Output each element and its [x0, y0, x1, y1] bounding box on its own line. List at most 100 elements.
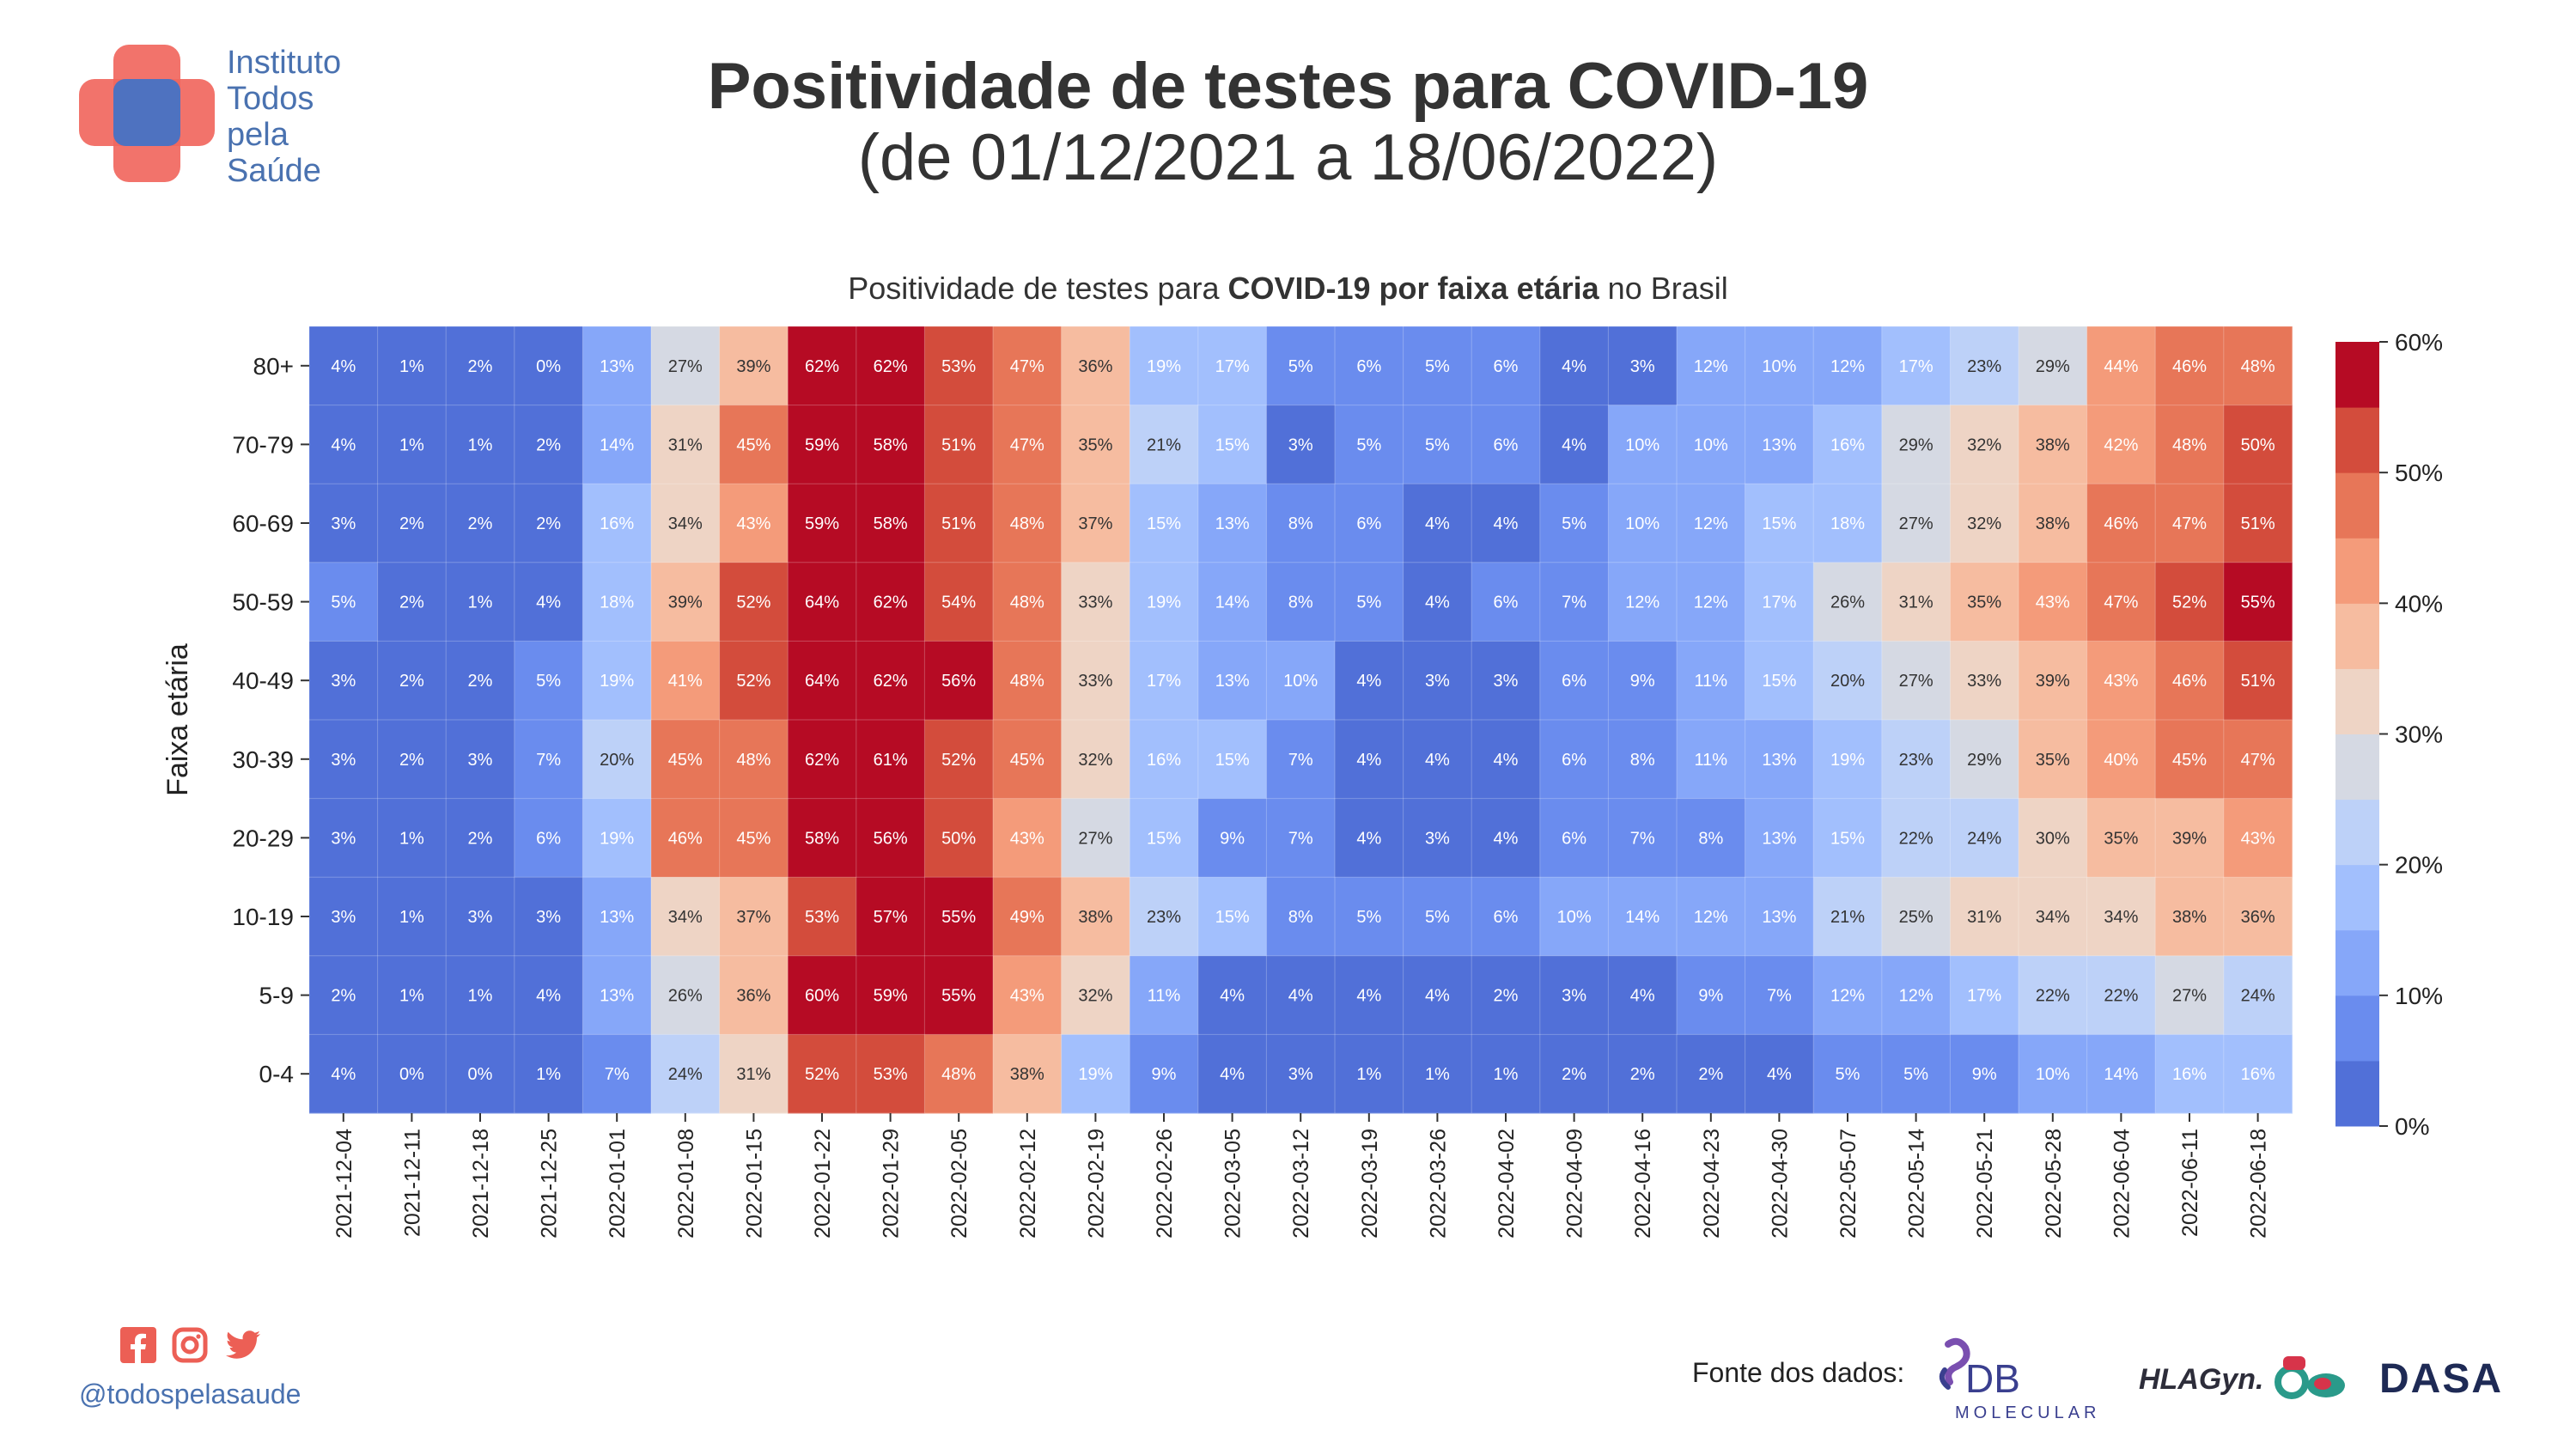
heatmap-cell	[2086, 641, 2156, 721]
colorbar-segment	[2335, 799, 2379, 866]
cell-value-label: 4%	[331, 357, 356, 376]
heatmap-cell	[1539, 798, 1609, 878]
cell-value-label: 15%	[1215, 435, 1250, 454]
heatmap-cell	[1608, 641, 1678, 721]
heatmap-cell	[1950, 720, 2019, 800]
cell-value-label: 16%	[1147, 751, 1181, 770]
heatmap-cell	[2155, 798, 2225, 878]
cell-value-label: 5%	[536, 672, 561, 691]
instagram-icon[interactable]	[172, 1327, 208, 1363]
heatmap-cell	[1335, 720, 1404, 800]
cell-value-label: 31%	[1967, 908, 2001, 927]
heatmap-cell	[2223, 1034, 2293, 1114]
cell-value-label: 58%	[874, 514, 908, 533]
cell-value-label: 45%	[1010, 751, 1044, 770]
heatmap-cell	[993, 877, 1063, 957]
heatmap-cell	[2019, 1034, 2088, 1114]
heatmap-cell	[1061, 405, 1130, 484]
heatmap-cell	[1061, 1034, 1130, 1114]
heatmap-cell	[1608, 484, 1678, 563]
cell-value-label: 59%	[805, 435, 839, 454]
cell-value-label: 4%	[536, 987, 561, 1006]
heatmap-cell	[1745, 326, 1814, 406]
heatmap-cell	[2019, 562, 2088, 642]
heatmap-cell	[1539, 641, 1609, 721]
heatmap-cell	[651, 955, 721, 1035]
heatmap-cell	[1813, 955, 1883, 1035]
heatmap-cell	[582, 405, 652, 484]
heatmap-cell	[582, 641, 652, 721]
twitter-icon[interactable]	[224, 1327, 262, 1363]
cell-value-label: 29%	[2036, 357, 2070, 376]
dasa-logo: DASA	[2379, 1356, 2501, 1402]
heatmap-cell	[924, 484, 994, 563]
heatmap-cell	[377, 798, 447, 878]
heatmap-cell	[1745, 641, 1814, 721]
cell-value-label: 2%	[399, 672, 424, 691]
cell-value-label: 16%	[2241, 1065, 2275, 1084]
cell-value-label: 50%	[2241, 435, 2275, 454]
cell-value-label: 2%	[536, 514, 561, 533]
cell-value-label: 1%	[399, 357, 424, 376]
heatmap-cell	[1061, 326, 1130, 406]
cell-value-label: 3%	[1494, 672, 1519, 691]
cell-value-label: 32%	[1967, 435, 2001, 454]
cell-value-label: 10%	[1625, 435, 1659, 454]
heatmap-cell	[1539, 955, 1609, 1035]
heatmap-cell	[377, 405, 447, 484]
heatmap-cell	[1950, 798, 2019, 878]
heatmap-cell	[1266, 326, 1336, 406]
x-tick-label: 2022-02-19	[1084, 1129, 1108, 1239]
cell-value-label: 1%	[468, 435, 493, 454]
cell-value-label: 5%	[1425, 908, 1450, 927]
cell-value-label: 52%	[941, 751, 976, 770]
heatmap-cell	[2223, 562, 2293, 642]
x-tick-label: 2022-03-26	[1426, 1129, 1450, 1239]
cell-value-label: 7%	[1630, 829, 1655, 848]
colorbar-segment	[2335, 1060, 2379, 1127]
cell-value-label: 34%	[2036, 908, 2070, 927]
cell-value-label: 4%	[1425, 987, 1450, 1006]
heatmap-cell	[1745, 484, 1814, 563]
social-handle[interactable]: @todospelasaude	[79, 1379, 301, 1409]
cell-value-label: 17%	[1215, 357, 1250, 376]
heatmap-cell	[1677, 1034, 1746, 1114]
cell-value-label: 13%	[1762, 435, 1796, 454]
heatmap-cell	[1471, 1034, 1541, 1114]
heatmap-cell	[1677, 641, 1746, 721]
cell-value-label: 19%	[1078, 1065, 1112, 1084]
heatmap-cell	[1813, 877, 1883, 957]
cell-value-label: 31%	[736, 1065, 770, 1084]
colorbar-tick-label: 20%	[2395, 852, 2443, 879]
cell-value-label: 33%	[1078, 594, 1112, 612]
heatmap-cell	[1197, 641, 1267, 721]
heatmap-cell	[651, 798, 721, 878]
cell-value-label: 7%	[536, 751, 561, 770]
cell-value-label: 4%	[1562, 435, 1586, 454]
heatmap-cell	[1403, 641, 1472, 721]
logo-line: Saúde	[227, 153, 321, 189]
cell-value-label: 51%	[2241, 672, 2275, 691]
cell-value-label: 9%	[1630, 672, 1655, 691]
heatmap-cell	[1130, 798, 1199, 878]
cell-value-label: 46%	[668, 829, 703, 848]
heatmap-cell	[309, 484, 379, 563]
cell-value-label: 4%	[1630, 987, 1655, 1006]
cell-value-label: 19%	[1147, 357, 1181, 376]
heatmap-cell	[309, 326, 379, 406]
x-tick-label: 2022-03-19	[1358, 1129, 1382, 1239]
cell-value-label: 27%	[2172, 987, 2207, 1006]
heatmap-cell	[446, 720, 515, 800]
heatmap-cell	[446, 877, 515, 957]
cell-value-label: 6%	[536, 829, 561, 848]
cell-value-label: 40%	[2104, 751, 2138, 770]
cell-value-label: 6%	[1562, 672, 1586, 691]
heatmap-cell	[309, 641, 379, 721]
heatmap-cell	[993, 641, 1063, 721]
facebook-icon[interactable]	[120, 1327, 156, 1363]
heatmap-cell	[2223, 877, 2293, 957]
x-tick-label: 2022-01-29	[880, 1129, 904, 1239]
cell-value-label: 5%	[1356, 594, 1381, 612]
heatmap-cell	[719, 641, 789, 721]
cell-value-label: 12%	[1625, 594, 1659, 612]
